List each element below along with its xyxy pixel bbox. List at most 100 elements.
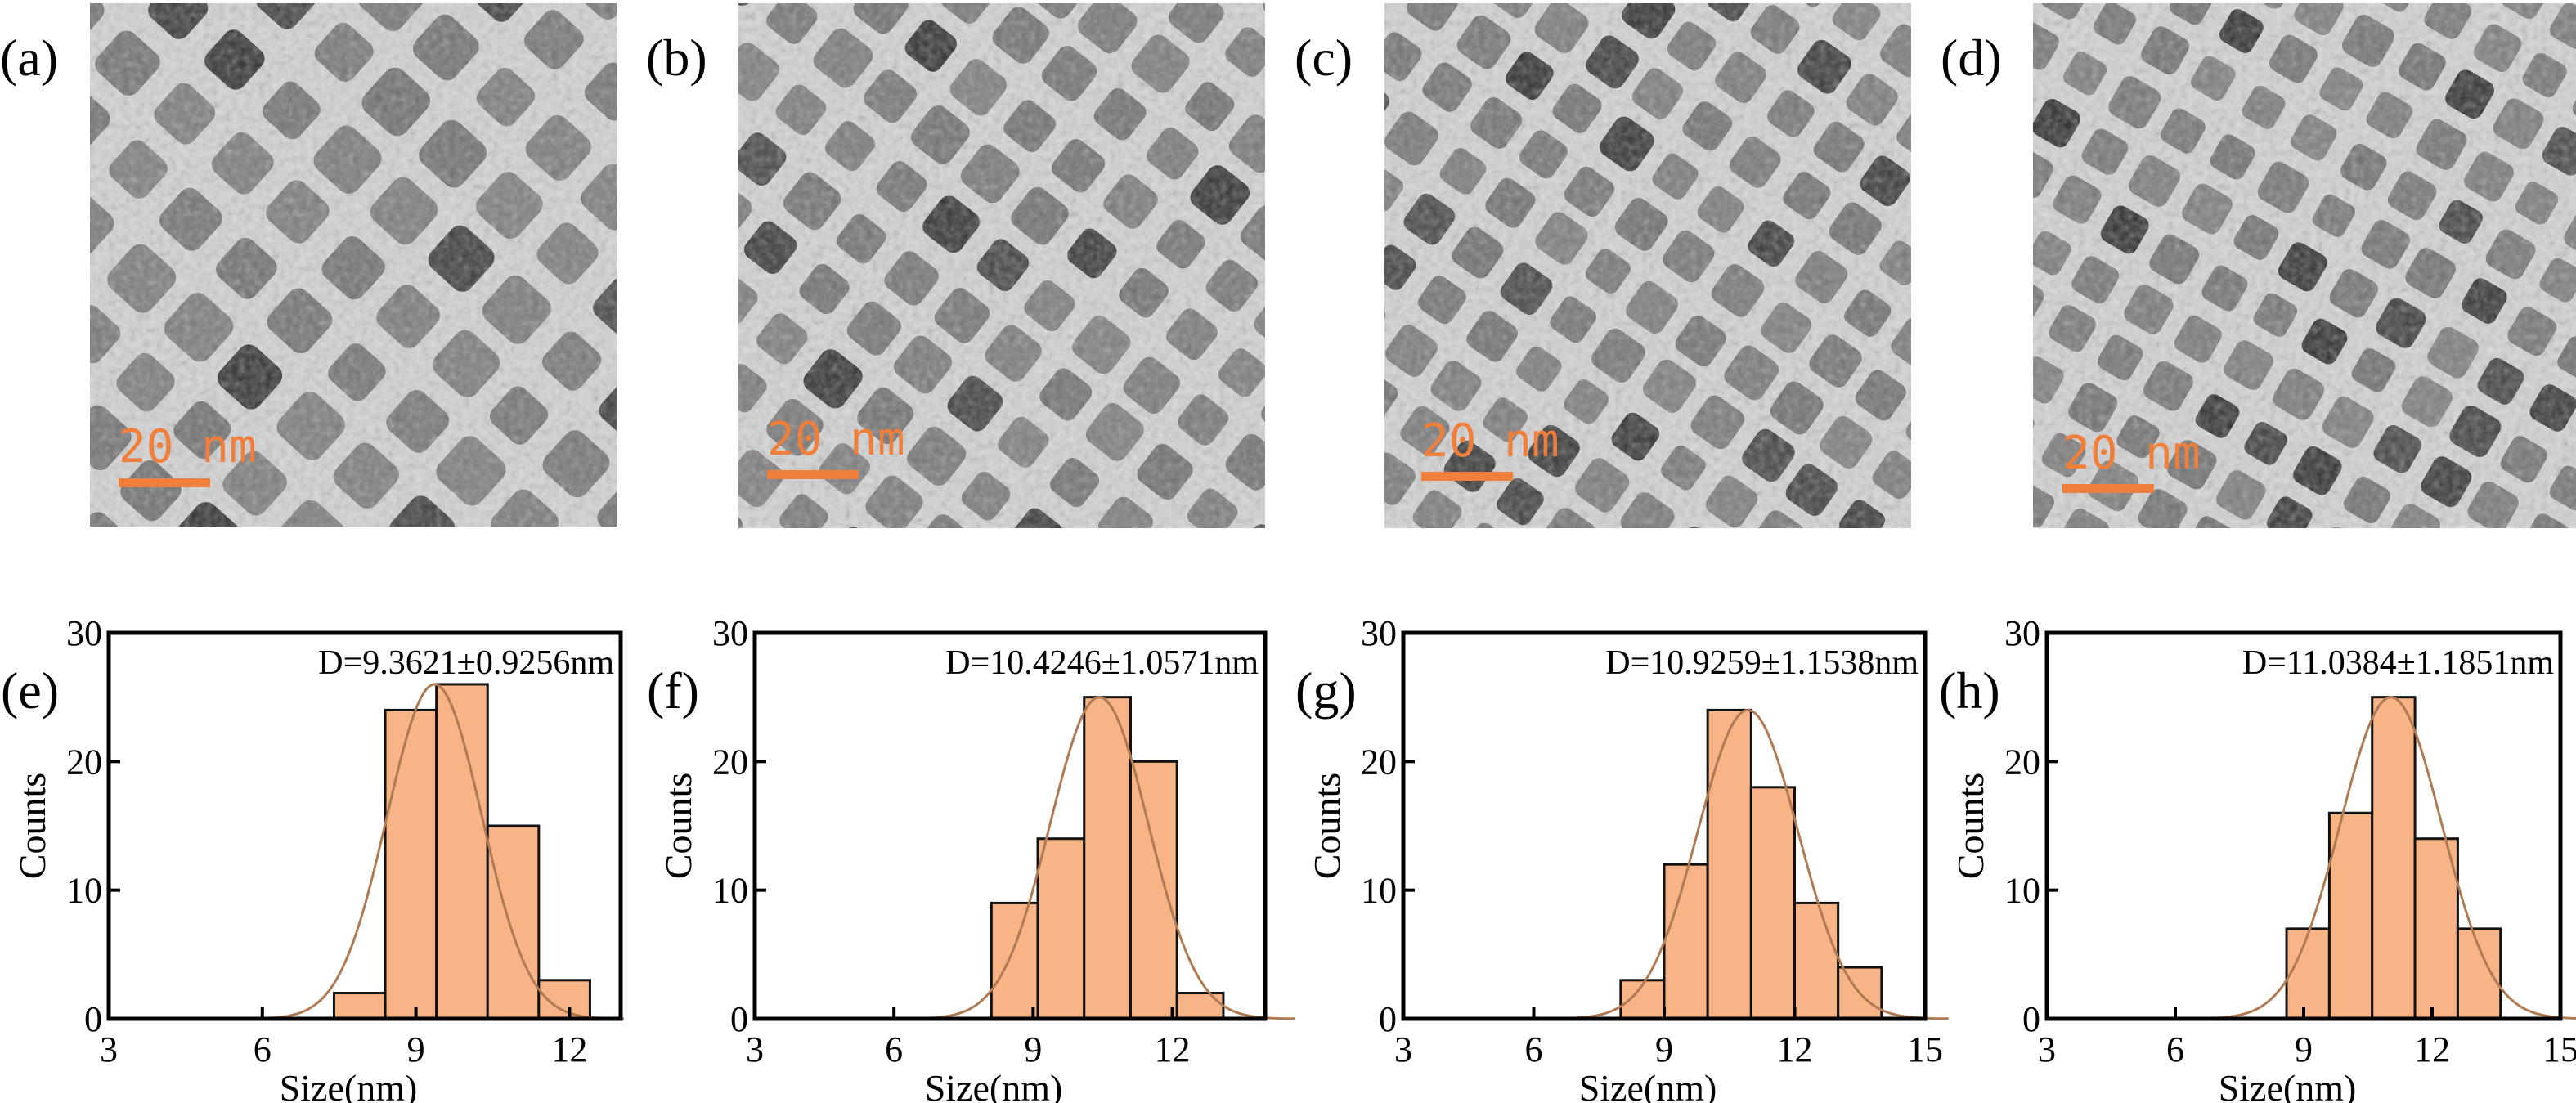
x-tick-label-g: 15 xyxy=(1907,1029,1943,1069)
tem-image-d xyxy=(2033,3,2576,528)
histogram-bar-f xyxy=(990,901,1039,1020)
panel-label-c: (c) xyxy=(1295,29,1353,87)
scale-bar-label-d: 20 nm xyxy=(2062,427,2201,480)
histogram-bar-f xyxy=(1036,837,1086,1020)
fit-curve-e xyxy=(245,683,625,1020)
size-annotation-h: D=11.0384±1.1851nm xyxy=(2242,644,2555,682)
y-tick-label-f: 30 xyxy=(712,613,748,653)
x-tick-label-e: 9 xyxy=(407,1029,425,1069)
x-tick-label-h: 15 xyxy=(2542,1029,2576,1069)
histogram-bar-e xyxy=(384,708,438,1020)
micrograph-panel-d: (d) 20 nm xyxy=(1941,3,2576,528)
y-axis-label-g: Counts xyxy=(1306,773,1348,879)
scale-bar-d xyxy=(2062,484,2154,493)
scale-bar-label-c: 20 nm xyxy=(1421,415,1560,468)
y-tick-label-f: 10 xyxy=(712,871,748,911)
micrograph-panel-b: (b) 20 nm xyxy=(646,3,1265,528)
histogram-bar-g xyxy=(1706,708,1752,1020)
tem-texture xyxy=(2033,3,2576,528)
x-tick-label-f: 9 xyxy=(1024,1029,1042,1069)
y-tick-label-e: 20 xyxy=(66,742,102,782)
x-tick-label-g: 6 xyxy=(1525,1029,1543,1069)
histogram-bar-h xyxy=(2456,927,2502,1020)
panel-label-e: (e) xyxy=(1,661,59,720)
histogram-bar-h xyxy=(2327,811,2374,1020)
scale-bar-c xyxy=(1421,472,1513,481)
size-annotation-f: D=10.4246±1.0571nm xyxy=(945,644,1259,682)
tem-image-c xyxy=(1384,3,1911,528)
x-axis-label-e: Size(nm) xyxy=(280,1067,418,1103)
y-tick-label-f: 20 xyxy=(712,742,748,782)
x-tick-label-e: 12 xyxy=(551,1029,587,1069)
panel-label-b: (b) xyxy=(646,29,707,87)
x-tick-label-h: 6 xyxy=(2166,1029,2184,1069)
histogram-bar-f xyxy=(1083,696,1132,1020)
y-tick-label-h: 20 xyxy=(2004,742,2040,782)
x-tick-label-h: 9 xyxy=(2295,1029,2313,1069)
histogram-f: 3 6 9 12 0 10 20 30 Size(nm) Counts (f) D=10.4246±1… xyxy=(647,613,1296,1103)
x-tick-label-h: 12 xyxy=(2414,1029,2450,1069)
scale-bar-a xyxy=(119,478,210,487)
y-axis-label-f: Counts xyxy=(657,773,699,879)
x-tick-label-g: 3 xyxy=(1394,1029,1412,1069)
fit-curve-g xyxy=(1546,708,1949,1020)
histogram-bar-h xyxy=(2371,696,2417,1020)
y-tick-label-g: 30 xyxy=(1361,613,1397,653)
histogram-h: 3 6 9 12 15 0 10 20 30 Size(nm) Counts (h) D=11.0384… xyxy=(1939,613,2576,1103)
y-tick-label-g: 20 xyxy=(1361,742,1397,782)
x-axis-label-f: Size(nm) xyxy=(925,1067,1063,1103)
y-tick-label-h: 10 xyxy=(2004,871,2040,911)
histogram-bar-e xyxy=(486,824,541,1020)
panel-label-g: (g) xyxy=(1295,661,1357,720)
tem-texture xyxy=(738,3,1265,528)
y-axis-label-h: Counts xyxy=(1950,773,1991,879)
tem-image-a xyxy=(90,3,617,527)
x-tick-label-h: 3 xyxy=(2038,1029,2056,1069)
x-tick-label-f: 6 xyxy=(885,1029,903,1069)
histogram-bar-g xyxy=(1663,863,1709,1020)
tem-texture xyxy=(1384,3,1911,528)
micrograph-panel-c: (c) 20 nm xyxy=(1295,3,1911,528)
histogram-bar-h xyxy=(2285,927,2331,1020)
micrograph-panel-a: (a) 20 nm xyxy=(0,3,617,527)
scale-bar-b xyxy=(767,470,859,479)
y-tick-label-h: 30 xyxy=(2004,613,2040,653)
y-tick-label-f: 0 xyxy=(730,999,748,1039)
y-tick-label-h: 0 xyxy=(2022,999,2040,1039)
x-tick-label-f: 3 xyxy=(746,1029,764,1069)
histogram-bar-f xyxy=(1129,760,1178,1020)
x-tick-label-e: 3 xyxy=(100,1029,118,1069)
y-tick-label-g: 0 xyxy=(1379,999,1397,1039)
x-tick-label-g: 9 xyxy=(1655,1029,1673,1069)
size-annotation-g: D=10.9259±1.1538nm xyxy=(1605,644,1919,682)
scale-bar-label-a: 20 nm xyxy=(119,420,257,473)
y-tick-label-e: 0 xyxy=(84,999,102,1039)
panel-label-f: (f) xyxy=(647,661,699,720)
size-annotation-e: D=9.3621±0.9256nm xyxy=(318,644,614,682)
histogram-bar-f xyxy=(1175,992,1225,1020)
histogram-e: 3 6 9 12 0 10 20 30 Size(nm) Counts (e) D=9.3621±0.… xyxy=(1,613,625,1103)
panel-label-a: (a) xyxy=(0,29,58,87)
y-tick-label-e: 30 xyxy=(66,613,102,653)
histogram-bar-g xyxy=(1793,901,1840,1020)
x-tick-label-e: 6 xyxy=(254,1029,272,1069)
x-tick-label-g: 12 xyxy=(1777,1029,1813,1069)
histogram-bar-g xyxy=(1749,786,1796,1020)
y-tick-label-g: 10 xyxy=(1361,871,1397,911)
panel-label-d: (d) xyxy=(1941,29,2002,87)
x-axis-label-h: Size(nm) xyxy=(2219,1067,2357,1103)
x-axis-label-g: Size(nm) xyxy=(1579,1067,1717,1103)
histogram-bar-h xyxy=(2413,837,2459,1020)
scale-bar-label-b: 20 nm xyxy=(767,413,905,466)
plot-frame-f xyxy=(752,630,1268,1021)
histogram-g: 3 6 9 12 15 0 10 20 30 Size(nm) Counts (g) D=10.9259… xyxy=(1295,613,1949,1103)
tem-texture xyxy=(90,3,617,527)
plot-frame-e xyxy=(106,630,623,1021)
fit-curve-h xyxy=(2188,696,2576,1020)
tem-image-b xyxy=(738,3,1265,528)
y-axis-label-e: Counts xyxy=(11,773,53,879)
x-tick-label-f: 12 xyxy=(1155,1029,1191,1069)
panel-label-h: (h) xyxy=(1939,661,2000,720)
fit-curve-f xyxy=(903,696,1296,1020)
